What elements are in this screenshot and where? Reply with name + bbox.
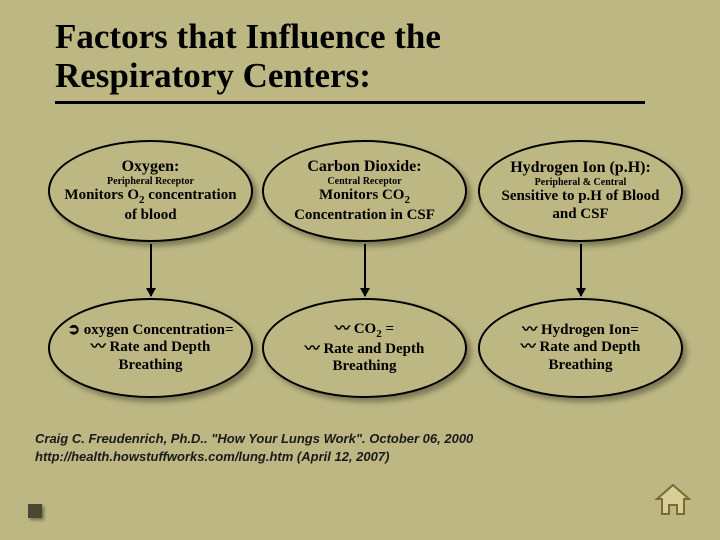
arrow-co2 xyxy=(364,244,366,296)
corner-bullet-icon xyxy=(28,504,42,518)
bubble-subtitle: Peripheral & Central xyxy=(535,177,627,188)
bubble-co2-result: 〰 CO2 =〰 Rate and Depth Breathing xyxy=(262,298,467,398)
home-icon[interactable] xyxy=(654,483,692,522)
bubble-body: Sensitive to p.H of Blood and CSF xyxy=(492,188,669,223)
citation-text: Craig C. Freudenrich, Ph.D.. "How Your L… xyxy=(35,430,685,465)
bubble-body: Monitors CO2 Concentration in CSF xyxy=(276,187,453,224)
slide-title: Factors that Influence the Respiratory C… xyxy=(55,18,645,104)
bubble-body: Monitors O2 concentration of blood xyxy=(62,187,239,224)
arrow-hydrogen xyxy=(580,244,582,296)
bubble-body: 〰 CO2 =〰 Rate and Depth Breathing xyxy=(276,321,453,375)
bubble-hydrogen-result: 〰 Hydrogen Ion=〰 Rate and Depth Breathin… xyxy=(478,298,683,398)
arrow-oxygen xyxy=(150,244,152,296)
bubble-title: Carbon Dioxide: xyxy=(307,158,421,176)
title-line-1: Factors that Influence the xyxy=(55,17,441,56)
bubble-oxygen-result: ➲ oxygen Concentration=〰 Rate and Depth … xyxy=(48,298,253,398)
bubble-title: Oxygen: xyxy=(122,158,180,176)
title-line-2: Respiratory Centers: xyxy=(55,56,371,95)
bubble-hydrogen: Hydrogen Ion (p.H): Peripheral & Central… xyxy=(478,140,683,242)
bubble-title: Hydrogen Ion (p.H): xyxy=(510,159,651,177)
bubble-subtitle: Central Receptor xyxy=(327,176,401,187)
bubble-body: ➲ oxygen Concentration=〰 Rate and Depth … xyxy=(62,322,239,374)
bubble-oxygen: Oxygen: Peripheral Receptor Monitors O2 … xyxy=(48,140,253,242)
bubble-body: 〰 Hydrogen Ion=〰 Rate and Depth Breathin… xyxy=(492,322,669,374)
bubble-co2: Carbon Dioxide: Central Receptor Monitor… xyxy=(262,140,467,242)
bubble-subtitle: Peripheral Receptor xyxy=(107,176,194,187)
